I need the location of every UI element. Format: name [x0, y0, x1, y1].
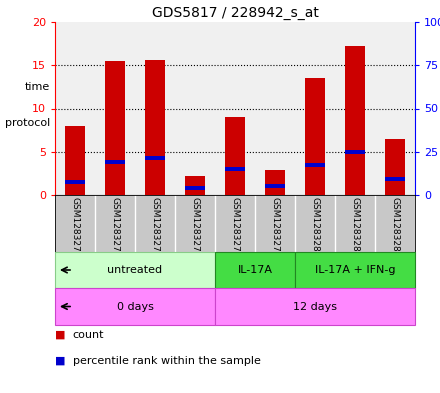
Text: percentile rank within the sample: percentile rank within the sample	[73, 356, 260, 365]
FancyBboxPatch shape	[295, 252, 415, 288]
Bar	[345, 46, 365, 195]
Text: time: time	[25, 81, 50, 92]
Title: GDS5817 / 228942_s_at: GDS5817 / 228942_s_at	[151, 6, 319, 20]
FancyBboxPatch shape	[55, 252, 215, 288]
Text: ■: ■	[55, 330, 66, 340]
Bar	[225, 117, 245, 195]
Text: 12 days: 12 days	[293, 301, 337, 312]
Text: IL-17A + IFN-g: IL-17A + IFN-g	[315, 265, 395, 275]
Bar	[185, 176, 205, 195]
Text: GSM1283278: GSM1283278	[231, 197, 239, 257]
Text: untreated: untreated	[107, 265, 162, 275]
Bar	[185, 186, 205, 190]
Bar	[105, 61, 125, 195]
FancyBboxPatch shape	[215, 252, 295, 288]
Bar	[225, 167, 245, 171]
Text: count: count	[73, 330, 104, 340]
Text: GSM1283277: GSM1283277	[191, 197, 199, 257]
Bar	[65, 126, 85, 195]
Text: ■: ■	[55, 356, 66, 365]
Bar	[305, 163, 325, 167]
Bar	[385, 178, 405, 181]
Bar	[305, 78, 325, 195]
Bar	[345, 150, 365, 154]
Text: GSM1283280: GSM1283280	[311, 197, 319, 257]
Text: GSM1283282: GSM1283282	[391, 197, 400, 257]
Text: GSM1283276: GSM1283276	[150, 197, 160, 257]
FancyBboxPatch shape	[215, 288, 415, 325]
Bar	[145, 156, 165, 160]
FancyBboxPatch shape	[55, 288, 215, 325]
Text: GSM1283279: GSM1283279	[271, 197, 279, 257]
Text: IL-17A: IL-17A	[238, 265, 272, 275]
Text: GSM1283274: GSM1283274	[70, 197, 80, 257]
Bar	[265, 170, 285, 195]
Bar	[145, 60, 165, 195]
Text: 0 days: 0 days	[117, 301, 154, 312]
Text: protocol: protocol	[5, 118, 50, 128]
Bar	[105, 160, 125, 164]
Bar	[265, 184, 285, 188]
Text: GSM1283275: GSM1283275	[110, 197, 120, 257]
Bar	[385, 139, 405, 195]
Text: GSM1283281: GSM1283281	[351, 197, 359, 257]
Bar	[65, 180, 85, 184]
